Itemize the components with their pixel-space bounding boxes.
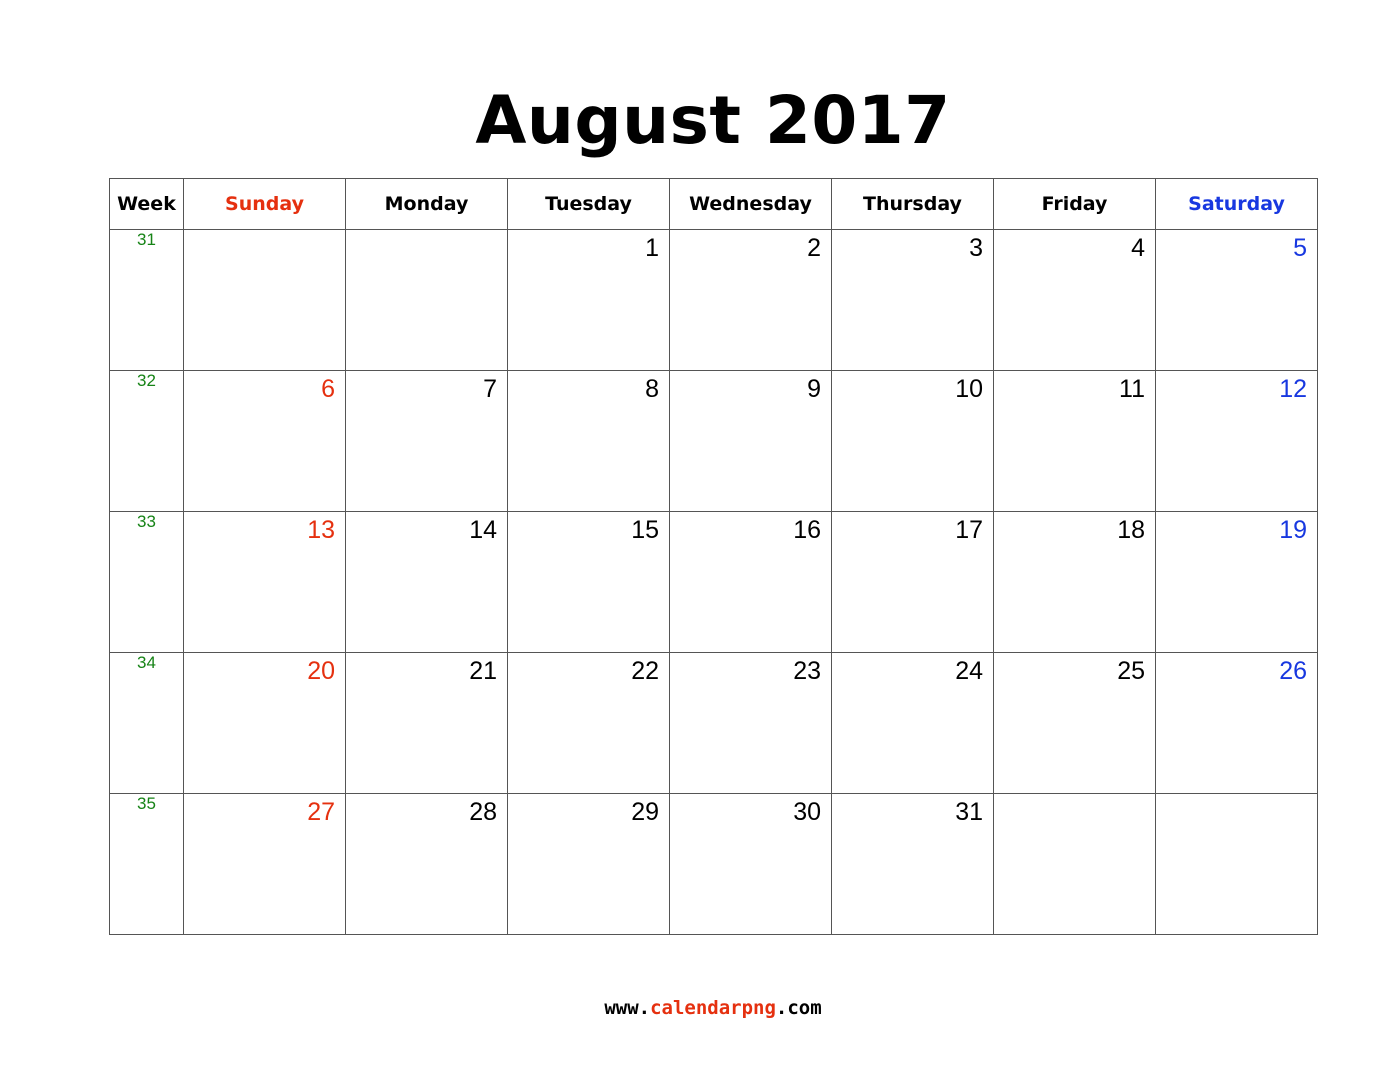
day-number: 23 [793,657,821,685]
day-number: 25 [1117,657,1145,685]
website-footer[interactable]: www.calendarpng.com [0,996,1400,1020]
day-number: 18 [1117,516,1145,544]
day-number: 27 [307,798,335,826]
wednesday-header: Wednesday [669,178,832,230]
thursday-header: Thursday [831,178,994,230]
day-number: 16 [793,516,821,544]
week-number: 35 [109,793,184,935]
header-row: Week Sunday Monday Tuesday Wednesday Thu… [109,178,1318,230]
day-cell[interactable]: 4 [993,229,1156,371]
day-cell[interactable]: 28 [345,793,508,935]
day-cell[interactable]: 15 [507,511,670,653]
day-number: 6 [321,375,335,403]
day-number: 8 [645,375,659,403]
week-number: 33 [109,511,184,653]
week-number: 34 [109,652,184,794]
day-cell[interactable]: 7 [345,370,508,512]
week-row: 32 6 7 8 9 10 11 12 [109,370,1318,512]
day-cell[interactable]: 11 [993,370,1156,512]
day-number: 14 [469,516,497,544]
day-number: 17 [955,516,983,544]
week-row: 34 20 21 22 23 24 25 26 [109,652,1318,794]
day-cell[interactable]: 20 [183,652,346,794]
day-cell[interactable]: 2 [669,229,832,371]
week-row: 31 1 2 3 4 5 [109,229,1318,371]
day-number: 28 [469,798,497,826]
footer-brand: calendarpng [650,997,776,1019]
day-cell[interactable]: 8 [507,370,670,512]
day-cell[interactable]: 14 [345,511,508,653]
sunday-header: Sunday [183,178,346,230]
day-cell[interactable]: 6 [183,370,346,512]
day-number: 21 [469,657,497,685]
day-number: 15 [631,516,659,544]
day-number: 13 [307,516,335,544]
saturday-header: Saturday [1155,178,1318,230]
day-cell[interactable] [1155,793,1318,935]
day-cell[interactable] [345,229,508,371]
day-cell[interactable]: 1 [507,229,670,371]
day-number: 31 [955,798,983,826]
day-cell[interactable]: 3 [831,229,994,371]
day-cell[interactable]: 13 [183,511,346,653]
day-cell[interactable]: 27 [183,793,346,935]
day-number: 10 [955,375,983,403]
day-cell[interactable]: 23 [669,652,832,794]
day-number: 22 [631,657,659,685]
day-cell[interactable]: 24 [831,652,994,794]
day-cell[interactable]: 29 [507,793,670,935]
day-cell[interactable]: 12 [1155,370,1318,512]
day-cell[interactable]: 10 [831,370,994,512]
week-number: 31 [109,229,184,371]
day-cell[interactable]: 22 [507,652,670,794]
monday-header: Monday [345,178,508,230]
week-row: 35 27 28 29 30 31 [109,793,1318,935]
day-cell[interactable]: 5 [1155,229,1318,371]
day-number: 5 [1293,234,1307,262]
week-number: 32 [109,370,184,512]
day-number: 19 [1279,516,1307,544]
footer-suffix: .com [775,997,822,1019]
day-cell[interactable]: 21 [345,652,508,794]
calendar-title: August 2017 [475,82,951,159]
day-number: 1 [645,234,659,262]
day-number: 20 [307,657,335,685]
week-row: 33 13 14 15 16 17 18 19 [109,511,1318,653]
day-number: 29 [631,798,659,826]
day-cell[interactable] [993,793,1156,935]
day-number: 9 [807,375,821,403]
week-column-header: Week [109,178,184,230]
footer-prefix: www. [604,997,651,1019]
day-cell[interactable]: 30 [669,793,832,935]
day-cell[interactable]: 9 [669,370,832,512]
day-number: 3 [969,234,983,262]
day-cell[interactable] [183,229,346,371]
day-number: 30 [793,798,821,826]
day-cell[interactable]: 31 [831,793,994,935]
day-number: 2 [807,234,821,262]
tuesday-header: Tuesday [507,178,670,230]
day-number: 11 [1119,375,1145,403]
day-number: 7 [483,375,497,403]
day-cell[interactable]: 19 [1155,511,1318,653]
day-number: 12 [1279,375,1307,403]
day-cell[interactable]: 18 [993,511,1156,653]
calendar-grid: Week Sunday Monday Tuesday Wednesday Thu… [109,178,1318,935]
day-number: 26 [1279,657,1307,685]
day-cell[interactable]: 26 [1155,652,1318,794]
day-cell[interactable]: 25 [993,652,1156,794]
day-number: 24 [955,657,983,685]
friday-header: Friday [993,178,1156,230]
day-number: 4 [1131,234,1145,262]
day-cell[interactable]: 16 [669,511,832,653]
day-cell[interactable]: 17 [831,511,994,653]
